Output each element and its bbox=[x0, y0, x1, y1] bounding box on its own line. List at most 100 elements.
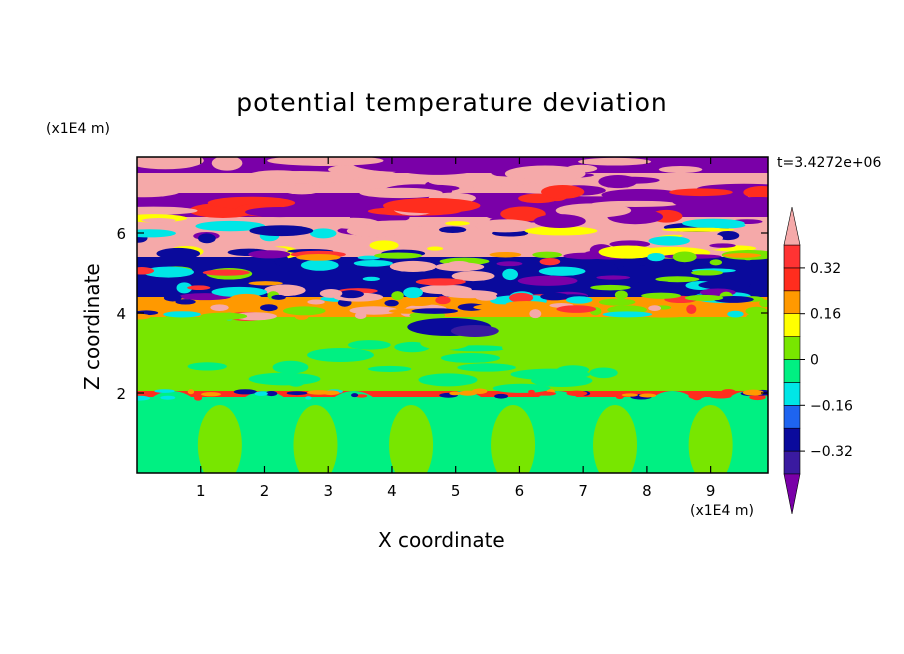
contour-patch bbox=[556, 305, 597, 313]
contour-patch bbox=[141, 218, 176, 223]
contour-patch bbox=[635, 280, 674, 287]
contour-patch bbox=[601, 188, 682, 201]
x-tick-label: 2 bbox=[260, 482, 270, 500]
contour-patch bbox=[201, 392, 222, 397]
contour-patch bbox=[175, 299, 196, 305]
contour-patch bbox=[137, 183, 182, 198]
contour-patch bbox=[307, 299, 325, 305]
contour-patch bbox=[210, 304, 229, 311]
contour-patch bbox=[424, 391, 501, 473]
contour-patch bbox=[442, 290, 498, 299]
contour-patch bbox=[402, 297, 436, 307]
contour-patch bbox=[528, 389, 535, 394]
contour-patch bbox=[403, 287, 423, 299]
contour-patch bbox=[211, 157, 243, 171]
contour-patch bbox=[611, 349, 679, 364]
contour-patch bbox=[374, 252, 423, 259]
contour-patch bbox=[535, 391, 557, 396]
contour-patch bbox=[590, 284, 631, 291]
colorbar: 0.32 0.16 0 −0.16 −0.32 bbox=[783, 206, 853, 515]
colorbar-bottom-arrow bbox=[783, 473, 801, 515]
contour-patch bbox=[428, 175, 532, 188]
contour-patch bbox=[566, 390, 588, 397]
contour-patch bbox=[254, 391, 268, 396]
colorbar-tick-label: 0.32 bbox=[810, 261, 841, 277]
contour-patch bbox=[641, 292, 682, 299]
contour-patch bbox=[435, 262, 485, 272]
contour-patch bbox=[672, 251, 697, 263]
contour-patch bbox=[137, 206, 198, 215]
contour-patch bbox=[636, 376, 673, 386]
colorbar-bin bbox=[783, 359, 801, 383]
y-ticks: 2 4 6 bbox=[116, 225, 768, 403]
contour-patch bbox=[248, 250, 291, 259]
contour-patch bbox=[347, 340, 391, 350]
contour-patch bbox=[282, 184, 322, 195]
contour-patch bbox=[743, 185, 768, 199]
contour-patch bbox=[504, 165, 586, 183]
contour-patch bbox=[353, 259, 393, 267]
contour-patch bbox=[154, 389, 175, 393]
contour-patch bbox=[532, 251, 562, 259]
x-axis-unit: (x1E4 m) bbox=[690, 503, 754, 519]
contour-patch bbox=[742, 389, 764, 396]
colorbar-tick-label: −0.16 bbox=[810, 398, 853, 414]
contour-patch bbox=[305, 396, 312, 400]
contour-patch bbox=[529, 309, 542, 319]
contour-patch bbox=[187, 362, 227, 371]
contour-patch bbox=[540, 292, 570, 301]
contour-patch bbox=[440, 352, 500, 363]
contour-patch bbox=[351, 393, 359, 398]
contour-patch bbox=[496, 261, 523, 267]
contour-patch bbox=[156, 247, 201, 260]
contour-patch bbox=[195, 220, 266, 232]
contour-patch bbox=[556, 365, 590, 375]
contour-patch bbox=[648, 236, 690, 246]
contour-patch bbox=[688, 405, 733, 473]
contour-patch bbox=[307, 348, 374, 362]
contour-patch bbox=[698, 280, 752, 290]
x-tick-label: 4 bbox=[387, 482, 397, 500]
contour-patch bbox=[691, 394, 702, 401]
contour-patch bbox=[596, 275, 631, 280]
colorbar-tick-label: −0.32 bbox=[810, 444, 853, 460]
contour-patch bbox=[248, 281, 283, 286]
contour-patch bbox=[411, 308, 459, 314]
contour-patch bbox=[502, 268, 518, 281]
contour-patch bbox=[457, 363, 516, 372]
contour-patch bbox=[197, 405, 242, 473]
contour-patch bbox=[359, 187, 443, 199]
x-tick-label: 5 bbox=[451, 482, 461, 500]
contour-patch bbox=[531, 374, 593, 388]
x-tick-label: 6 bbox=[515, 482, 525, 500]
contour-patch bbox=[137, 157, 204, 170]
contour-patch bbox=[137, 391, 211, 473]
colorbar-bin bbox=[783, 290, 801, 314]
y-tick-label: 6 bbox=[116, 225, 126, 243]
contour-patch bbox=[187, 389, 195, 395]
contour-patch bbox=[648, 305, 662, 312]
contour-patch bbox=[713, 296, 754, 303]
contour-patch bbox=[489, 251, 522, 258]
contour-patch bbox=[708, 222, 746, 229]
colorbar-bin bbox=[783, 313, 801, 337]
contour-patch bbox=[669, 188, 733, 197]
contour-patch bbox=[435, 296, 451, 305]
contour-patch bbox=[502, 343, 519, 352]
contour-patch bbox=[511, 238, 536, 244]
contour-patch bbox=[338, 290, 364, 299]
contour-patch bbox=[533, 214, 586, 228]
contour-patch bbox=[709, 259, 723, 266]
contour-patch bbox=[307, 390, 331, 395]
contour-patch bbox=[655, 276, 700, 283]
contour-patch bbox=[759, 299, 768, 308]
contour-patch bbox=[723, 253, 762, 258]
contour-patch bbox=[450, 325, 499, 337]
contour-patch bbox=[391, 291, 404, 301]
contour-patch bbox=[267, 157, 384, 166]
contour-patch bbox=[242, 170, 359, 184]
contour-patch bbox=[383, 197, 481, 214]
contour-patch bbox=[709, 243, 736, 248]
chart-title: potential temperature deviation bbox=[236, 88, 668, 117]
contour-patch bbox=[598, 245, 657, 259]
